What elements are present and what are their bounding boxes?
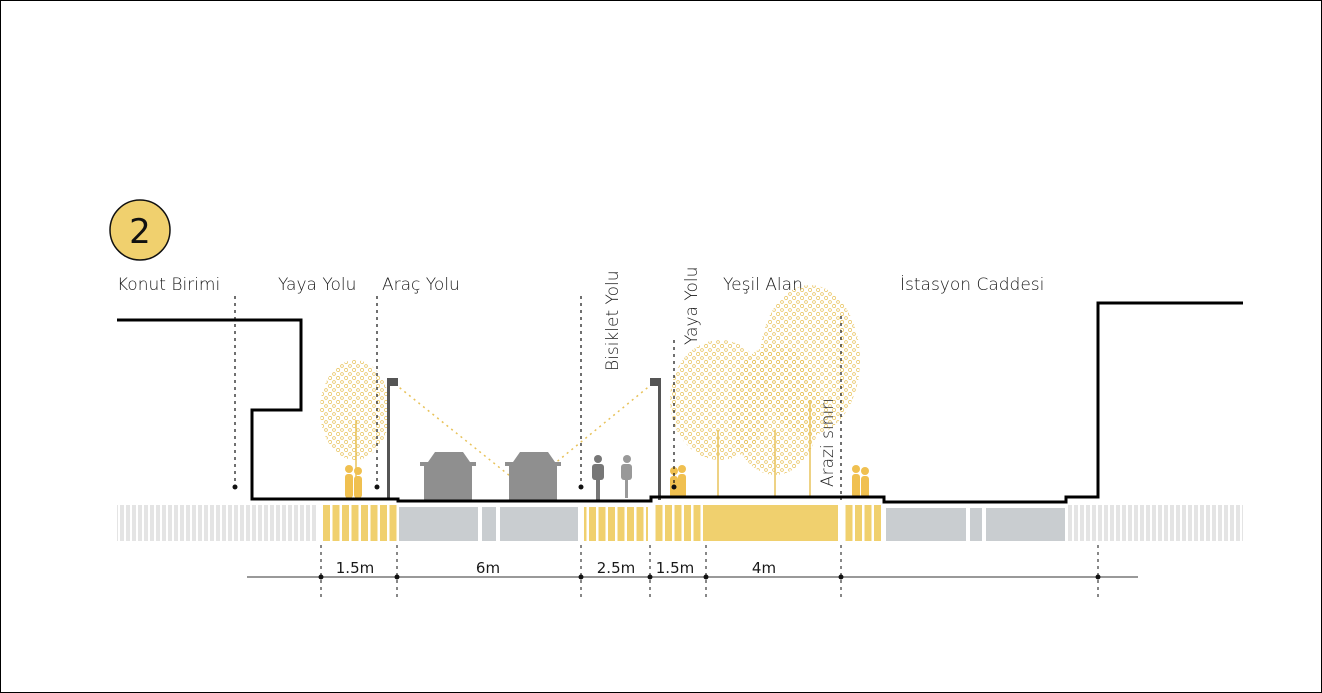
trees bbox=[320, 285, 860, 500]
street-lamp-icon bbox=[387, 378, 398, 500]
dimension-label: 4m bbox=[752, 559, 776, 577]
tree bbox=[760, 285, 860, 435]
zone-yaya-yolu bbox=[321, 505, 397, 541]
label-bisiklet-yolu: Bisiklet Yolu bbox=[603, 270, 623, 371]
zone-konut bbox=[117, 505, 318, 541]
zone-arac-yolu bbox=[399, 507, 478, 541]
label-yaya-yolu: Yaya Yolu bbox=[278, 275, 356, 295]
dimension-label: 1.5m bbox=[656, 559, 694, 577]
zone-bisiklet-yolu bbox=[584, 507, 648, 541]
zone-yaya-yolu-2 bbox=[653, 505, 705, 541]
dimension-line bbox=[247, 545, 1138, 597]
light-beam bbox=[394, 383, 541, 501]
pedestrians-icon bbox=[345, 465, 362, 498]
dimension-label: 6m bbox=[476, 559, 500, 577]
dimension-label: 2.5m bbox=[597, 559, 635, 577]
label-konut-birimi: Konut Birimi bbox=[117, 275, 220, 295]
label-arac-yolu: Araç Yolu bbox=[382, 275, 460, 295]
zone-istasyon-caddesi bbox=[886, 508, 966, 541]
label-yaya-yolu-2: Yaya Yolu bbox=[682, 267, 702, 345]
ground-and-building-outline bbox=[117, 301, 1243, 504]
label-yesil-alan: Yeşil Alan bbox=[723, 275, 803, 295]
label-arazi-siniri: Arazi sınırı bbox=[818, 398, 838, 487]
zone-strip bbox=[117, 505, 1243, 541]
car-icon bbox=[420, 452, 476, 500]
light-beam bbox=[509, 383, 653, 501]
cyclist-icon bbox=[592, 455, 604, 500]
section-number: 2 bbox=[129, 212, 151, 252]
car-icon bbox=[505, 452, 561, 500]
section-number-badge: 2 bbox=[109, 199, 171, 261]
pedestrians-icon bbox=[852, 465, 869, 498]
cyclist-icon bbox=[621, 455, 632, 498]
street-lamp-icon bbox=[650, 378, 661, 500]
tree bbox=[320, 360, 390, 460]
label-istasyon-caddesi: İstasyon Caddesi bbox=[900, 274, 1044, 295]
zone-yesil-alan bbox=[705, 505, 838, 541]
dimension-label: 1.5m bbox=[336, 559, 374, 577]
